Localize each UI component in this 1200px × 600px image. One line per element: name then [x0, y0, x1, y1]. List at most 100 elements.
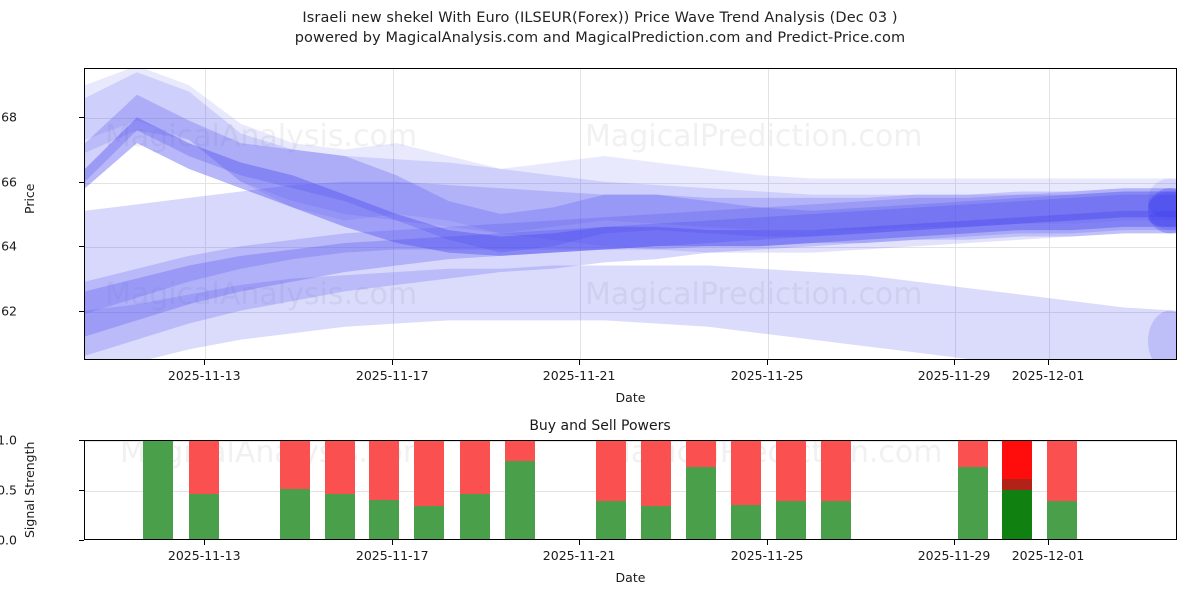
- signal-bar[interactable]: [189, 441, 220, 539]
- wave-gridline-h: [85, 182, 1176, 184]
- bars-x-tick-label: 2025-11-25: [730, 548, 804, 563]
- wave-x-tick-mark: [204, 360, 206, 365]
- wave-y-tick-mark: [79, 181, 84, 183]
- wave-band-cap: [1148, 191, 1176, 218]
- bars-x-tick-mark: [1048, 540, 1050, 545]
- sell-power-segment: [414, 441, 445, 506]
- bars-x-tick-mark: [392, 540, 394, 545]
- buy-power-segment: [505, 461, 535, 539]
- signal-bar[interactable]: [776, 441, 807, 539]
- sell-power-segment: [731, 441, 762, 505]
- signal-bar[interactable]: [820, 441, 851, 539]
- signal-bar[interactable]: [957, 441, 988, 539]
- title-line-2: powered by MagicalAnalysis.com and Magic…: [294, 30, 906, 46]
- signal-bar[interactable]: [279, 441, 310, 539]
- sell-power-segment: [640, 441, 671, 506]
- buy-power-segment: [1047, 501, 1078, 539]
- wave-band: [85, 117, 1176, 256]
- sell-power-segment: [595, 441, 626, 501]
- wave-band-cap: [1148, 178, 1176, 221]
- wave-y-tick-mark: [79, 116, 84, 118]
- signal-bar[interactable]: [1047, 441, 1078, 539]
- signal-bar[interactable]: [505, 441, 535, 539]
- wave-gridline-h: [85, 312, 1176, 314]
- sell-power-segment: [460, 441, 491, 494]
- signal-bar[interactable]: [640, 441, 671, 539]
- wave-x-tick-mark: [954, 360, 956, 365]
- wave-band: [85, 69, 1176, 234]
- wave-band: [85, 194, 1176, 337]
- signal-bar[interactable]: [1002, 441, 1033, 539]
- bars-y-tick-label: 0.0: [0, 532, 17, 548]
- signal-bar[interactable]: [595, 441, 626, 539]
- wave-x-tick-label: 2025-11-17: [355, 368, 429, 383]
- bars-x-tick-label: 2025-12-01: [1011, 548, 1085, 563]
- signal-bar[interactable]: [143, 441, 174, 539]
- wave-x-tick-mark: [1048, 360, 1050, 365]
- bars-y-tick-mark: [79, 490, 84, 491]
- title-line-1: Israeli new shekel With Euro (ILSEUR(For…: [302, 10, 898, 26]
- buy-power-segment: [324, 494, 355, 539]
- wave-x-tick-label: 2025-11-21: [542, 368, 616, 383]
- buy-sell-plot-area: MagicalAnalysis.com MagicalPrediction.com: [84, 440, 1177, 540]
- wave-x-tick-label: 2025-11-25: [730, 368, 804, 383]
- chart-title: Israeli new shekel With Euro (ILSEUR(For…: [0, 8, 1200, 48]
- signal-bar[interactable]: [460, 441, 491, 539]
- wave-band: [85, 265, 1176, 359]
- price-wave-plot-area: MagicalAnalysis.com MagicalPrediction.com…: [84, 68, 1177, 360]
- wave-gridline-v: [580, 69, 582, 359]
- buy-sell-overlap-band: [1002, 479, 1033, 490]
- bars-x-tick-label: 2025-11-13: [167, 548, 241, 563]
- wave-gridline-v: [205, 69, 207, 359]
- buy-power-segment: [776, 501, 807, 539]
- sell-power-segment: [1047, 441, 1078, 501]
- wave-y-tick-label: 0.266: [0, 174, 17, 190]
- buy-power-segment: [731, 505, 762, 539]
- wave-x-tick-mark: [579, 360, 581, 365]
- bars-x-tick-label: 2025-11-21: [542, 548, 616, 563]
- wave-gridline-v: [1049, 69, 1051, 359]
- wave-y-tick-label: 0.264: [0, 238, 17, 254]
- wave-band-cap: [1148, 188, 1176, 234]
- wave-x-axis-label: Date: [615, 390, 646, 405]
- buy-power-segment: [595, 501, 626, 539]
- bars-x-tick-label: 2025-11-29: [917, 548, 991, 563]
- sell-power-segment: [820, 441, 851, 501]
- buy-power-segment: [189, 494, 220, 539]
- signal-bar[interactable]: [731, 441, 762, 539]
- signal-bar[interactable]: [369, 441, 400, 539]
- buy-power-segment: [279, 489, 310, 539]
- buy-sell-powers-title: Buy and Sell Powers: [529, 418, 671, 434]
- wave-band: [85, 72, 1176, 253]
- wave-x-tick-label: 2025-11-13: [167, 368, 241, 383]
- sell-power-segment: [957, 441, 988, 467]
- sell-power-segment: [279, 441, 310, 489]
- bars-gridline-h: [85, 441, 1176, 442]
- buy-power-segment: [460, 494, 491, 539]
- wave-x-tick-mark: [767, 360, 769, 365]
- bars-x-tick-mark: [767, 540, 769, 545]
- signal-bar[interactable]: [414, 441, 445, 539]
- wave-y-tick-label: 0.262: [0, 303, 17, 319]
- bars-x-tick-label: 2025-11-17: [355, 548, 429, 563]
- signal-bar[interactable]: [324, 441, 355, 539]
- wave-band-cap: [1148, 210, 1176, 227]
- buy-power-segment: [1002, 490, 1033, 539]
- buy-power-segment: [820, 501, 851, 539]
- buy-power-segment: [369, 500, 400, 539]
- sell-power-segment: [189, 441, 220, 494]
- signal-bar[interactable]: [686, 441, 717, 539]
- bars-gridline-h: [85, 491, 1176, 492]
- wave-bands-svg: [85, 69, 1176, 359]
- wave-y-tick-mark: [79, 311, 84, 313]
- bars-x-tick-mark: [204, 540, 206, 545]
- bars-x-tick-mark: [579, 540, 581, 545]
- buy-power-segment: [686, 467, 717, 539]
- buy-power-segment: [414, 506, 445, 539]
- wave-gridline-h: [85, 117, 1176, 119]
- sell-power-segment: [686, 441, 717, 467]
- bars-y-tick-label: 0.5: [0, 482, 17, 498]
- wave-band: [85, 94, 1176, 253]
- sell-power-segment: [505, 441, 535, 461]
- wave-band-cap: [1148, 310, 1176, 359]
